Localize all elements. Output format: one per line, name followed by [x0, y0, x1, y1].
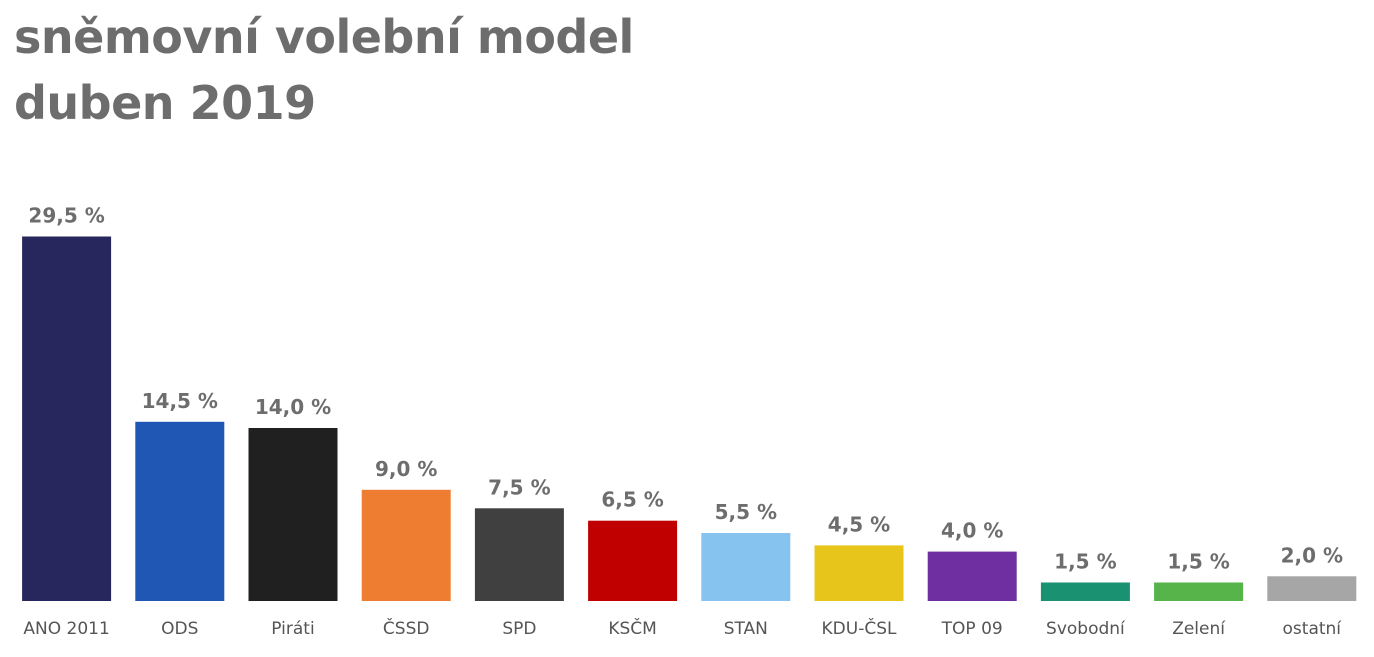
- bar-top-09: [927, 551, 1017, 601]
- category-label-cssd: ČSSD: [383, 617, 430, 639]
- value-label-ano-2011: 29,5 %: [28, 204, 104, 228]
- category-label-pirati: Piráti: [271, 619, 314, 639]
- value-label-zeleni: 1,5 %: [1167, 550, 1229, 574]
- category-label-ostatni: ostatní: [1283, 619, 1343, 639]
- category-label-svobodni: Svobodní: [1046, 619, 1126, 639]
- category-label-top-09: TOP 09: [941, 619, 1003, 639]
- value-label-top-09: 4,0 %: [941, 519, 1003, 543]
- bars-group: [22, 236, 1357, 601]
- bar-stan: [701, 533, 791, 601]
- value-label-stan: 5,5 %: [715, 500, 777, 524]
- value-label-cssd: 9,0 %: [375, 457, 437, 481]
- bar-pirati: [248, 428, 338, 601]
- value-label-svobodni: 1,5 %: [1054, 550, 1116, 574]
- chart-title-line-1: sněmovní volební model: [14, 10, 634, 64]
- value-labels-group: 29,5 % 14,5 % 14,0 % 9,0 % 7,5 % 6,5 % 5,5 % 4,…: [28, 204, 1343, 574]
- category-label-zeleni: Zelení: [1172, 619, 1226, 639]
- bar-kdu-csl: [814, 545, 904, 601]
- bar-cssd: [361, 489, 451, 601]
- bar-ods: [135, 421, 225, 601]
- value-label-kdu-csl: 4,5 %: [828, 512, 890, 536]
- value-label-ostatni: 2,0 %: [1281, 543, 1343, 567]
- bar-kscm: [588, 520, 678, 601]
- chart-title-line-2: duben 2019: [14, 76, 316, 130]
- category-label-ano-2011: ANO 2011: [23, 619, 109, 639]
- category-labels-group: ANO 2011 ODS Piráti ČSSD SPD KSČM STAN KDU-ČSL T…: [23, 617, 1342, 639]
- bar-zeleni: [1154, 582, 1244, 601]
- bar-spd: [474, 508, 564, 601]
- bar-ano-2011: [22, 236, 112, 601]
- category-label-spd: SPD: [502, 619, 536, 639]
- chart-title: sněmovní volební model duben 2019: [14, 4, 634, 136]
- bar-ostatni: [1267, 576, 1357, 601]
- category-label-kdu-csl: KDU-ČSL: [822, 617, 897, 639]
- category-label-stan: STAN: [724, 619, 768, 639]
- bar-svobodni: [1040, 582, 1130, 601]
- value-label-spd: 7,5 %: [488, 475, 550, 499]
- category-label-kscm: KSČM: [608, 617, 656, 639]
- category-label-ods: ODS: [161, 619, 198, 639]
- value-label-kscm: 6,5 %: [601, 488, 663, 512]
- value-label-ods: 14,5 %: [142, 389, 218, 413]
- value-label-pirati: 14,0 %: [255, 395, 331, 419]
